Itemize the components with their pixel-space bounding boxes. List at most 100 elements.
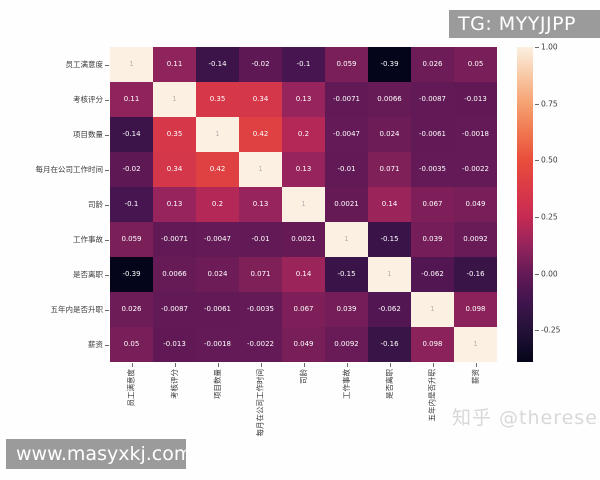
heatmap-cell-value: 0.024 (207, 270, 228, 278)
heatmap-cell: -0.0047 (196, 222, 239, 257)
heatmap-cell: 0.13 (282, 82, 325, 117)
heatmap-cell-value: -0.0071 (160, 235, 189, 243)
x-tick-mark (217, 363, 219, 367)
heatmap-cell: 0.071 (239, 257, 282, 292)
x-tick-label: 司龄 (298, 369, 308, 384)
heatmap-cell: 0.049 (282, 327, 325, 362)
heatmap-cell: -0.062 (411, 257, 454, 292)
heatmap-cell: 0.026 (411, 47, 454, 82)
heatmap-cell: 0.059 (325, 47, 368, 82)
heatmap-cell-value: 0.049 (465, 200, 486, 208)
heatmap-cell-value: 0.05 (123, 340, 140, 348)
heatmap-cell-value: -0.062 (421, 270, 444, 278)
heatmap-cell-value: -0.0047 (332, 130, 361, 138)
y-tick-label: 工作事故 (73, 235, 103, 244)
heatmap-cell: 0.039 (411, 222, 454, 257)
heatmap-cell-value: -0.0018 (461, 130, 490, 138)
heatmap-cell-value: 0.026 (121, 305, 142, 313)
heatmap-cell: 0.34 (239, 82, 282, 117)
heatmap-cell: -0.16 (368, 327, 411, 362)
heatmap-cell: -0.013 (153, 327, 196, 362)
heatmap-cell: -0.0071 (325, 82, 368, 117)
heatmap-cell: -0.01 (325, 152, 368, 187)
heatmap-cell-value: 0.098 (422, 340, 443, 348)
y-tick-mark (105, 239, 109, 241)
heatmap-cell-value: 0.049 (293, 340, 314, 348)
heatmap-cell-value: -0.02 (251, 60, 270, 68)
x-tick-mark (389, 363, 391, 367)
heatmap-cell: 0.067 (282, 292, 325, 327)
colorbar-tick-mark (535, 160, 539, 162)
heatmap-cell-value: 0.13 (252, 200, 269, 208)
heatmap-cell: 1 (196, 117, 239, 152)
colorbar-tick-label: 0.50 (541, 155, 558, 165)
heatmap-cell: -0.0035 (411, 152, 454, 187)
colorbar-tick-mark (535, 103, 539, 105)
y-tick-label: 考核评分 (73, 95, 103, 104)
heatmap-cell: 0.0066 (153, 257, 196, 292)
heatmap-cell: 0.0021 (282, 222, 325, 257)
colorbar (517, 47, 533, 362)
colorbar-tick-label: -0.25 (541, 325, 561, 335)
colorbar-tick-mark (535, 216, 539, 218)
colorbar-tick-mark (535, 273, 539, 275)
correlation-heatmap: 1 0.11 -0.14 -0.02 -0.1 0.059 -0.39 0.026 0.05 0.… (110, 47, 497, 362)
heatmap-cell: -0.0047 (325, 117, 368, 152)
y-tick-mark (105, 64, 109, 66)
heatmap-cell-value: 0.13 (295, 95, 312, 103)
heatmap-cell: 0.071 (368, 152, 411, 187)
heatmap-cell-value: 0.35 (166, 130, 183, 138)
heatmap-cell: -0.0071 (153, 222, 196, 257)
heatmap-cell: -0.16 (454, 257, 497, 292)
heatmap-cell: 0.0092 (454, 222, 497, 257)
heatmap-cell-value: 1 (258, 165, 263, 173)
heatmap-cell-value: 0.067 (293, 305, 314, 313)
heatmap-cell-value: 0.0066 (162, 270, 187, 278)
colorbar-tick-mark (535, 47, 539, 48)
x-tick-mark (432, 363, 434, 367)
heatmap-cell: -0.1 (282, 47, 325, 82)
heatmap-cell: -0.0061 (196, 292, 239, 327)
heatmap-cell: -0.39 (110, 257, 153, 292)
heatmap-cell: -0.39 (368, 47, 411, 82)
y-tick-mark (105, 274, 109, 276)
heatmap-cell: 0.11 (110, 82, 153, 117)
zhihu-watermark: 知乎 @therese (452, 407, 598, 429)
heatmap-cell: -0.01 (239, 222, 282, 257)
heatmap-cell-value: -0.0071 (332, 95, 361, 103)
heatmap-cell-value: -0.0087 (418, 95, 447, 103)
y-tick-mark (105, 344, 109, 346)
heatmap-cell: 1 (368, 257, 411, 292)
heatmap-cell-value: 0.42 (252, 130, 269, 138)
heatmap-cell-value: -0.0087 (160, 305, 189, 313)
heatmap-cell-value: -0.0035 (418, 165, 447, 173)
heatmap-cell-value: -0.16 (466, 270, 485, 278)
heatmap-cell: -0.1 (110, 187, 153, 222)
heatmap-cell: 1 (110, 47, 153, 82)
heatmap-cell-value: -0.39 (380, 60, 399, 68)
heatmap-cell: 1 (325, 222, 368, 257)
tg-watermark-banner: TG: MYYJJPP (449, 10, 600, 38)
heatmap-cell: 0.14 (368, 187, 411, 222)
y-tick-label: 项目数量 (73, 130, 103, 139)
heatmap-cell-value: -0.0061 (203, 305, 232, 313)
heatmap-cell-value: -0.15 (380, 235, 399, 243)
site-watermark-text: www.masyxkj.com (16, 443, 193, 465)
heatmap-cell: -0.013 (454, 82, 497, 117)
heatmap-cell: -0.14 (196, 47, 239, 82)
heatmap-cell-value: 0.0092 (463, 235, 488, 243)
heatmap-cell-value: -0.01 (337, 165, 356, 173)
heatmap-cell-value: -0.0022 (246, 340, 275, 348)
heatmap-cell: 0.2 (196, 187, 239, 222)
colorbar-tick-label: 0.00 (541, 269, 558, 279)
heatmap-cell: 1 (282, 187, 325, 222)
heatmap-cell: 0.067 (411, 187, 454, 222)
heatmap-cell-value: 0.0021 (291, 235, 316, 243)
heatmap-cell-value: 0.35 (209, 95, 226, 103)
heatmap-cell: 0.13 (282, 152, 325, 187)
heatmap-cell: 0.0066 (368, 82, 411, 117)
heatmap-cell: -0.0022 (454, 152, 497, 187)
x-tick-label: 五年内是否升职 (427, 369, 437, 422)
heatmap-cell-value: -0.1 (124, 200, 139, 208)
heatmap-cell: 0.13 (239, 187, 282, 222)
